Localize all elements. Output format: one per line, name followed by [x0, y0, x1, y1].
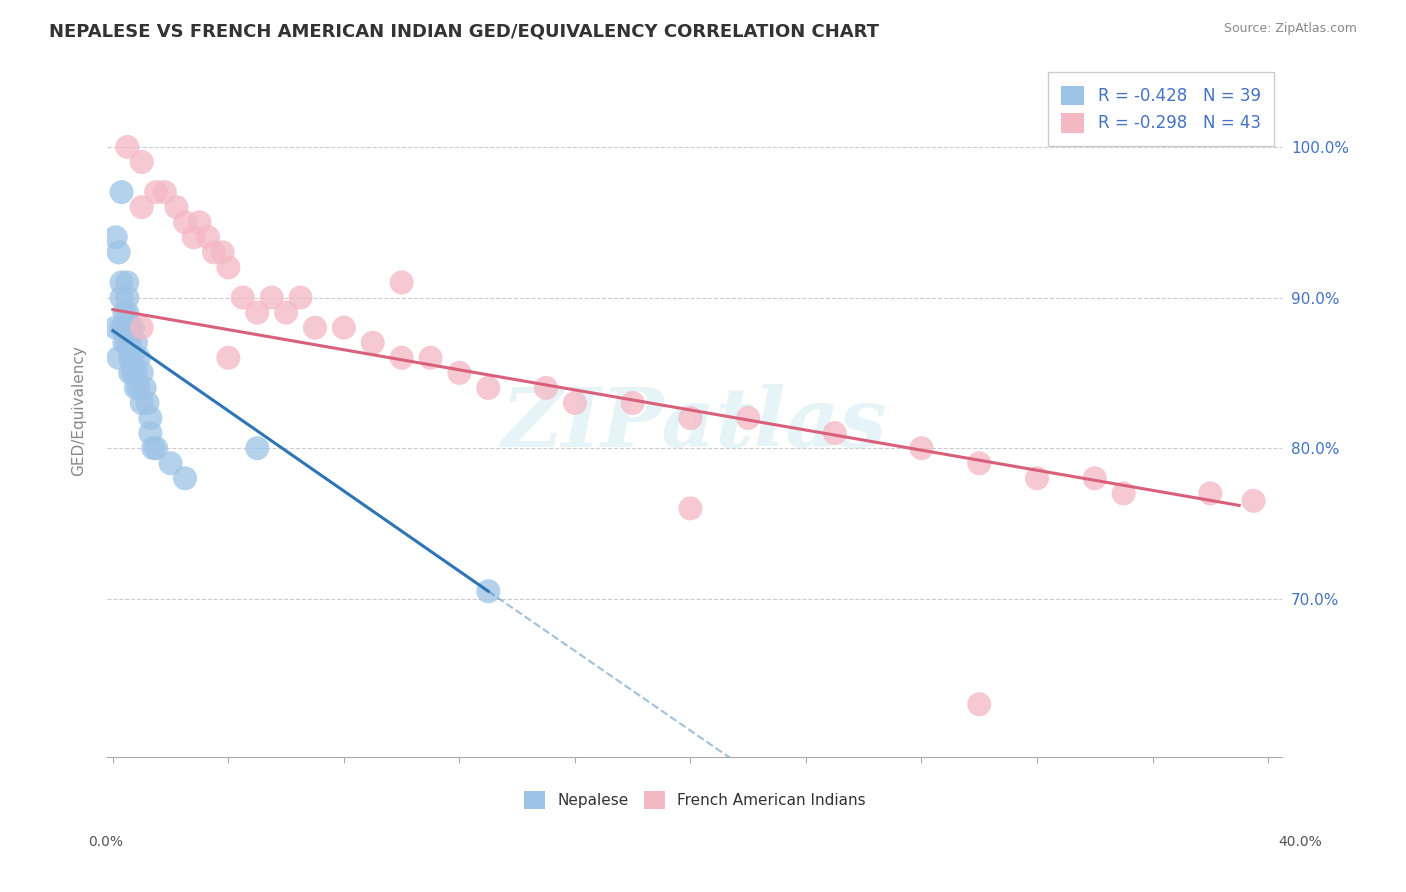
Point — [117, 140, 139, 154]
Point — [290, 291, 312, 305]
Point — [107, 245, 129, 260]
Point — [211, 245, 233, 260]
Point — [419, 351, 441, 365]
Point — [217, 351, 239, 365]
Y-axis label: GED/Equivalency: GED/Equivalency — [72, 345, 86, 476]
Point — [125, 366, 148, 380]
Point — [183, 230, 205, 244]
Point — [246, 305, 269, 319]
Point — [165, 200, 187, 214]
Point — [145, 441, 167, 455]
Point — [110, 185, 132, 199]
Point — [131, 366, 153, 380]
Point — [737, 411, 759, 425]
Point — [104, 230, 127, 244]
Point — [110, 291, 132, 305]
Text: NEPALESE VS FRENCH AMERICAN INDIAN GED/EQUIVALENCY CORRELATION CHART: NEPALESE VS FRENCH AMERICAN INDIAN GED/E… — [49, 22, 879, 40]
Point — [120, 366, 142, 380]
Point — [125, 381, 148, 395]
Point — [112, 320, 135, 334]
Point — [260, 291, 283, 305]
Point — [159, 456, 181, 470]
Point — [104, 320, 127, 334]
Point — [1084, 471, 1107, 485]
Point — [117, 276, 139, 290]
Point — [304, 320, 326, 334]
Point — [679, 411, 702, 425]
Point — [1243, 494, 1265, 508]
Point — [131, 396, 153, 410]
Point — [232, 291, 254, 305]
Point — [122, 320, 145, 334]
Point — [139, 411, 162, 425]
Point — [477, 381, 499, 395]
Point — [174, 215, 197, 229]
Point — [145, 185, 167, 199]
Point — [107, 351, 129, 365]
Point — [824, 426, 846, 441]
Point — [391, 351, 413, 365]
Point — [679, 501, 702, 516]
Point — [967, 456, 990, 470]
Point — [117, 305, 139, 319]
Point — [188, 215, 211, 229]
Point — [1199, 486, 1222, 500]
Point — [122, 351, 145, 365]
Text: ZIPatlas: ZIPatlas — [502, 384, 887, 465]
Point — [110, 320, 132, 334]
Point — [1026, 471, 1049, 485]
Legend: Nepalese, French American Indians: Nepalese, French American Indians — [517, 785, 872, 815]
Text: 40.0%: 40.0% — [1278, 835, 1323, 848]
Point — [197, 230, 219, 244]
Point — [276, 305, 298, 319]
Point — [246, 441, 269, 455]
Text: 0.0%: 0.0% — [89, 835, 122, 848]
Point — [910, 441, 932, 455]
Point — [131, 200, 153, 214]
Point — [125, 335, 148, 350]
Point — [202, 245, 225, 260]
Point — [131, 320, 153, 334]
Point — [142, 441, 165, 455]
Point — [131, 155, 153, 169]
Point — [621, 396, 644, 410]
Point — [117, 291, 139, 305]
Point — [477, 584, 499, 599]
Point — [391, 276, 413, 290]
Point — [153, 185, 176, 199]
Point — [112, 305, 135, 319]
Point — [333, 320, 356, 334]
Text: Source: ZipAtlas.com: Source: ZipAtlas.com — [1223, 22, 1357, 36]
Point — [122, 366, 145, 380]
Point — [449, 366, 471, 380]
Point — [174, 471, 197, 485]
Point — [128, 381, 150, 395]
Point — [110, 276, 132, 290]
Point — [117, 335, 139, 350]
Point — [217, 260, 239, 275]
Point — [120, 335, 142, 350]
Point — [534, 381, 557, 395]
Point — [120, 320, 142, 334]
Point — [128, 351, 150, 365]
Point — [134, 381, 156, 395]
Point — [564, 396, 586, 410]
Point — [967, 697, 990, 711]
Point — [139, 426, 162, 441]
Point — [120, 351, 142, 365]
Point — [136, 396, 159, 410]
Point — [361, 335, 384, 350]
Point — [1112, 486, 1135, 500]
Point — [112, 335, 135, 350]
